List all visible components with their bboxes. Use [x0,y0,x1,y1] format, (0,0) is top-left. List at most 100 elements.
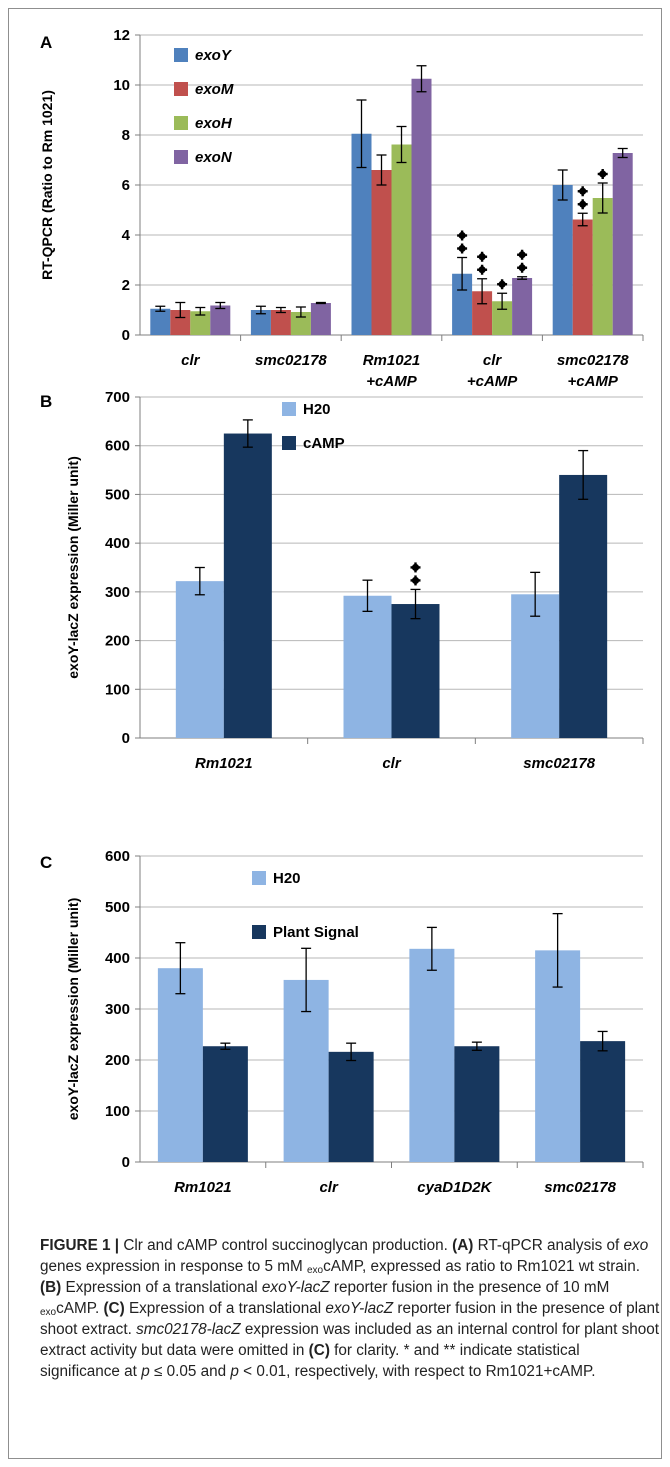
caption-text: Clr and cAMP control succinoglycan produ… [119,1237,453,1254]
bar [310,303,331,335]
y-tick-label: 100 [105,681,130,698]
y-axis-label: exoY-lacZ expression (Miller unit) [65,898,81,1121]
caption-text: for clarity. * and ** indicate statistic… [40,1342,580,1380]
legend-swatch [174,116,188,130]
asterisk-bar [581,186,584,197]
x-tick-label: clr [319,1179,339,1196]
y-tick-label: 300 [105,1001,130,1018]
y-tick-label: 600 [105,848,130,865]
asterisk-bar [460,243,464,254]
bar [391,604,440,738]
y-tick-label: 700 [105,389,130,406]
bar [150,308,171,335]
bar [190,311,211,335]
caption-text: cAMP. [56,1300,104,1317]
caption-gene: exo [623,1237,649,1254]
bar [452,273,473,335]
panel-letter: A [40,33,52,52]
y-tick-label: 0 [122,1154,130,1171]
bar [559,474,608,738]
legend-label: exoM [195,81,234,98]
asterisk-bar [414,575,417,586]
x-tick-label: cyaD1D2K [417,1179,492,1196]
y-tick-label: 500 [105,486,130,503]
asterisk-bar [480,251,484,262]
caption-subscript: exo [40,1307,57,1318]
significance-asterisk [477,264,488,275]
bar [409,948,455,1162]
bar [157,968,203,1162]
caption-text: Expression of a translational [61,1279,262,1296]
significance-asterisk [410,575,421,586]
x-tick-label: clr [181,352,201,369]
bar [328,1051,374,1162]
panel-b: B 0 100 200 300 400 500 600 700 exoY-lacZ express… [40,389,644,772]
panel-a: A 0 2 4 6 8 10 12 RT-QPCR (Ratio to Rm 1021) clr s… [39,27,644,390]
bar [371,170,392,335]
caption-ref-c: (C) [103,1300,125,1317]
significance-asterisk [577,199,588,210]
caption-gene: exoY-lacZ [261,1279,330,1296]
y-axis-label: exoY-lacZ expression (Miller unit) [65,456,81,679]
bar [202,1046,248,1162]
bar [223,433,272,738]
caption-text: < 0.01, respectively, with respect to Rm… [238,1363,596,1380]
figure-caption: FIGURE 1 | Clr and cAMP control succinog… [40,1235,660,1382]
y-tick-label: 400 [105,950,130,967]
x-tick-label: smc02178 [523,755,595,772]
panel-letter: B [40,392,52,411]
y-tick-label: 6 [122,177,130,194]
legend-label: exoH [195,115,233,132]
bar [472,291,493,335]
asterisk-bar [520,249,524,260]
caption-text: reporter fusion in the presence of 10 mM [329,1279,610,1296]
significance-asterisk [457,230,468,241]
bar [343,595,392,738]
caption-ref-a: (A) [452,1237,474,1254]
y-tick-label: 8 [122,127,130,144]
y-tick-label: 500 [105,899,130,916]
significance-asterisk [517,249,528,260]
y-axis-label: RT-QPCR (Ratio to Rm 1021) [39,90,55,280]
x-tick-label: smc02178 [557,352,629,369]
bar [351,133,372,335]
caption-label: FIGURE 1 | [40,1237,120,1254]
bar [250,310,271,335]
y-tick-label: 10 [113,77,130,94]
legend-swatch [252,925,266,939]
bar [210,305,231,335]
bar [270,310,291,335]
x-tick-label: smc02178 [255,352,327,369]
legend-label: Plant Signal [273,924,359,941]
y-tick-label: 600 [105,438,130,455]
figure-frame [8,8,662,1459]
bar [170,310,191,335]
asterisk-bar [414,562,417,573]
legend-label: exoY [195,47,233,64]
significance-asterisk [410,562,421,573]
x-tick-label: +cAMP [366,373,417,390]
caption-subscript: exo [307,1265,324,1276]
asterisk-bar [520,262,524,273]
caption-text: expression was included as an internal c… [40,1321,660,1359]
significance-asterisk [597,169,608,179]
caption-ref-b: (B) [40,1279,62,1296]
legend-swatch [174,150,188,164]
legend-label: H20 [303,401,331,418]
bar [511,594,560,738]
significance-asterisk [517,262,528,273]
panel-letter: C [40,853,52,872]
bar [592,198,613,335]
y-tick-label: 100 [105,1103,130,1120]
y-tick-label: 0 [122,730,130,747]
legend-swatch [252,871,266,885]
y-tick-label: 200 [105,633,130,650]
caption-gene: smc02178-lacZ [136,1321,241,1338]
x-tick-label: clr [483,352,503,369]
y-tick-label: 2 [122,277,130,294]
caption-text: ≤ 0.05 and [149,1363,231,1380]
x-tick-label: +cAMP [567,373,618,390]
bar [512,278,533,335]
bar [391,144,412,335]
